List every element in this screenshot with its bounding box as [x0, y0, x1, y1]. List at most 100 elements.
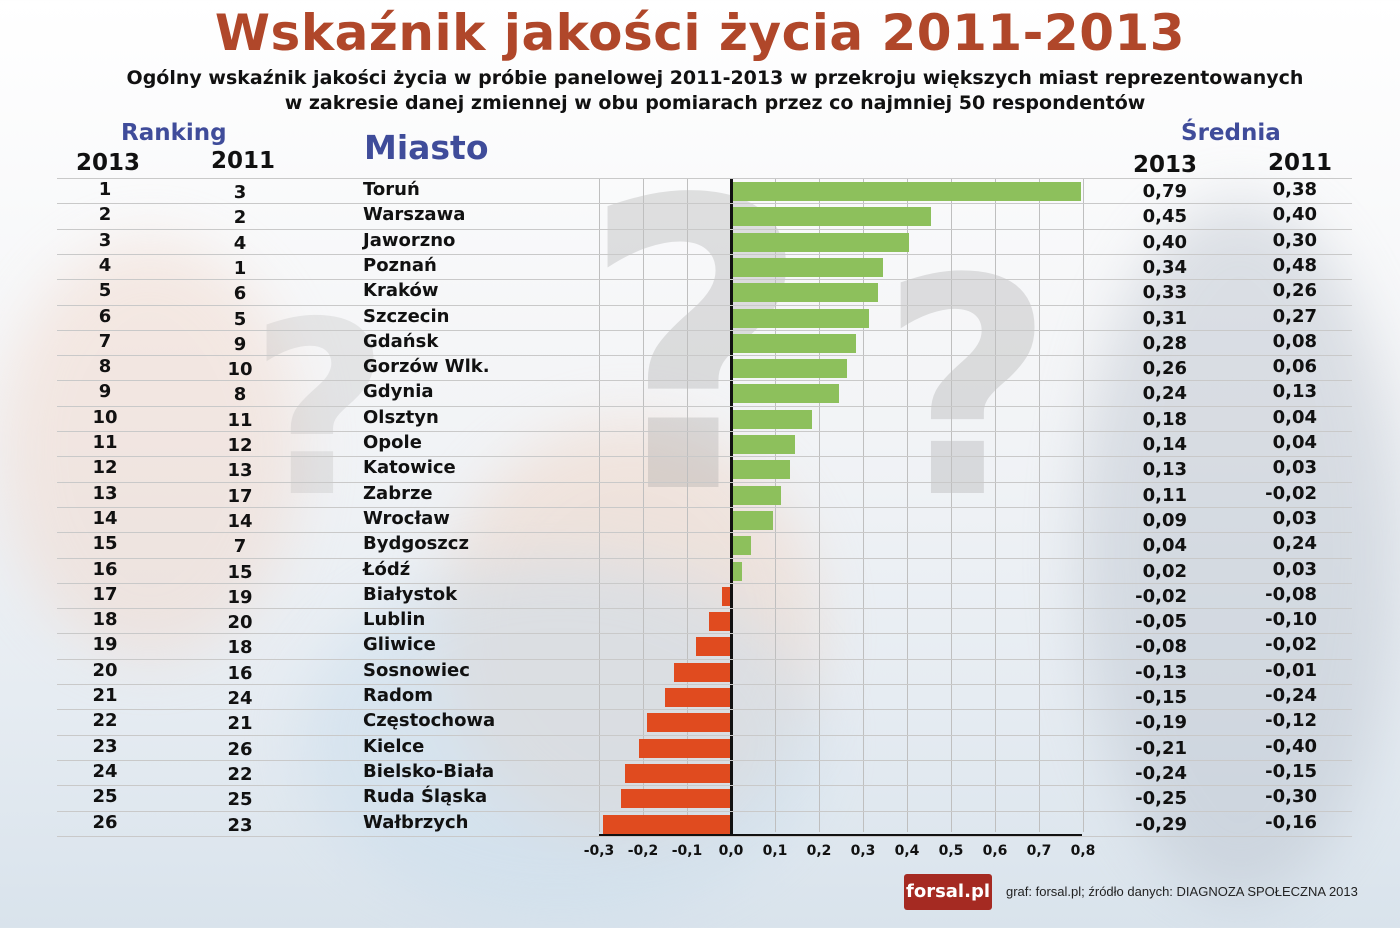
rank-2011-cell: 12 [227, 435, 253, 456]
city-name: Częstochowa [363, 710, 496, 731]
rank-2011-cell: 8 [233, 384, 247, 405]
average-header: Średnia [1181, 120, 1281, 146]
gridline [951, 178, 952, 832]
row-divider [57, 203, 1352, 204]
avg-2011-value: -0,02 [1265, 634, 1317, 655]
avg-2011-value: 0,48 [1272, 255, 1317, 276]
rank-2011-cell: 15 [227, 562, 253, 583]
avg-2013-value: 0,31 [1142, 308, 1187, 329]
rank-2013-cell: 26 [92, 812, 118, 833]
rank-2013-cell: 24 [92, 761, 118, 782]
city-name: Toruń [363, 179, 420, 200]
rank-2013-cell: 23 [92, 736, 118, 757]
positive-bar [733, 384, 839, 403]
avg-2013-value: 0,14 [1142, 434, 1187, 455]
city-name: Olsztyn [363, 407, 439, 428]
city-name: Bielsko-Biała [363, 761, 495, 782]
city-name: Szczecin [363, 306, 450, 327]
negative-bar [695, 637, 731, 656]
avg-2013-value: -0,19 [1135, 712, 1187, 733]
positive-bar [733, 511, 773, 530]
gridline [995, 178, 996, 832]
avg-2011-value: 0,06 [1272, 356, 1317, 377]
rank-2013-cell: 15 [92, 533, 118, 554]
avg-2011-value: 0,26 [1272, 280, 1317, 301]
rank-2013-cell: 19 [92, 634, 118, 655]
negative-bar [603, 815, 731, 834]
positive-bar [733, 182, 1081, 201]
city-name: Jaworzno [363, 230, 456, 251]
x-axis-line [599, 834, 1082, 837]
city-name: Zabrze [363, 483, 433, 504]
forsal-logo: forsal.pl [904, 874, 992, 910]
rank-2013-cell: 17 [92, 584, 118, 605]
row-divider [57, 760, 1352, 761]
avg-2011-value: 0,03 [1272, 508, 1317, 529]
avg-2013-value: 0,24 [1142, 383, 1187, 404]
rank-2011-cell: 1 [233, 258, 247, 279]
rank-2011-cell: 16 [227, 663, 253, 684]
avg-2013-header: 2013 [1133, 152, 1198, 178]
row-divider [57, 456, 1352, 457]
gridline [643, 178, 644, 832]
city-name: Warszawa [363, 204, 466, 225]
negative-bar [647, 713, 731, 732]
avg-2013-value: 0,13 [1142, 459, 1187, 480]
city-name: Ruda Śląska [363, 786, 488, 807]
avg-2013-value: 0,26 [1142, 358, 1187, 379]
rank-2013-cell: 14 [92, 508, 118, 529]
row-divider [57, 305, 1352, 306]
avg-2013-value: -0,08 [1135, 636, 1187, 657]
x-tick-label: 0,0 [718, 843, 744, 859]
rank-2011-cell: 25 [227, 789, 253, 810]
x-tick-label: -0,1 [671, 843, 703, 859]
row-divider [57, 279, 1352, 280]
rank-2013-cell: 3 [98, 230, 112, 251]
avg-2011-value: 0,40 [1272, 204, 1317, 225]
city-name: Kielce [363, 736, 425, 757]
rank-2011-cell: 4 [233, 233, 247, 254]
row-divider [57, 254, 1352, 255]
chart-subtitle: Ogólny wskaźnik jakości życia w próbie p… [0, 66, 1400, 116]
chart-title: Wskaźnik jakości życia 2011-2013 [214, 4, 1186, 62]
rank-2011-cell: 23 [227, 815, 253, 836]
x-tick-label: 0,3 [850, 843, 876, 859]
rank-2011-cell: 13 [227, 460, 253, 481]
rank-2011-cell: 22 [227, 764, 253, 785]
avg-2011-value: -0,40 [1265, 736, 1317, 757]
rank-2013-header: 2013 [76, 150, 141, 176]
x-tick-label: 0,4 [894, 843, 920, 859]
avg-2011-value: -0,15 [1265, 761, 1317, 782]
x-tick-label: 0,6 [982, 843, 1008, 859]
positive-bar [733, 536, 751, 555]
rank-2011-cell: 18 [227, 637, 253, 658]
city-header: Miasto [364, 128, 489, 167]
rank-2011-cell: 6 [233, 283, 247, 304]
city-name: Białystok [363, 584, 458, 605]
avg-2013-value: 0,04 [1142, 535, 1187, 556]
avg-2011-value: -0,10 [1265, 609, 1317, 630]
positive-bar [733, 486, 782, 505]
avg-2013-value: 0,28 [1142, 333, 1187, 354]
rank-2013-cell: 2 [98, 204, 112, 225]
avg-2011-value: -0,12 [1265, 710, 1317, 731]
rank-2011-cell: 9 [233, 334, 247, 355]
city-name: Bydgoszcz [363, 533, 469, 554]
row-divider [57, 178, 1352, 179]
rank-2013-cell: 16 [92, 559, 118, 580]
row-divider [57, 532, 1352, 533]
row-divider [57, 558, 1352, 559]
x-tick-label: -0,3 [583, 843, 615, 859]
rank-2011-cell: 21 [227, 713, 253, 734]
avg-2013-value: 0,79 [1142, 181, 1187, 202]
rank-2011-cell: 2 [233, 207, 247, 228]
row-divider [57, 709, 1352, 710]
positive-bar [733, 460, 791, 479]
city-name: Opole [363, 432, 422, 453]
avg-2013-value: -0,21 [1135, 738, 1187, 759]
gridline [819, 178, 820, 832]
rank-2013-cell: 10 [92, 407, 118, 428]
negative-bar [722, 587, 731, 606]
positive-bar [733, 283, 879, 302]
rank-2013-cell: 21 [92, 685, 118, 706]
